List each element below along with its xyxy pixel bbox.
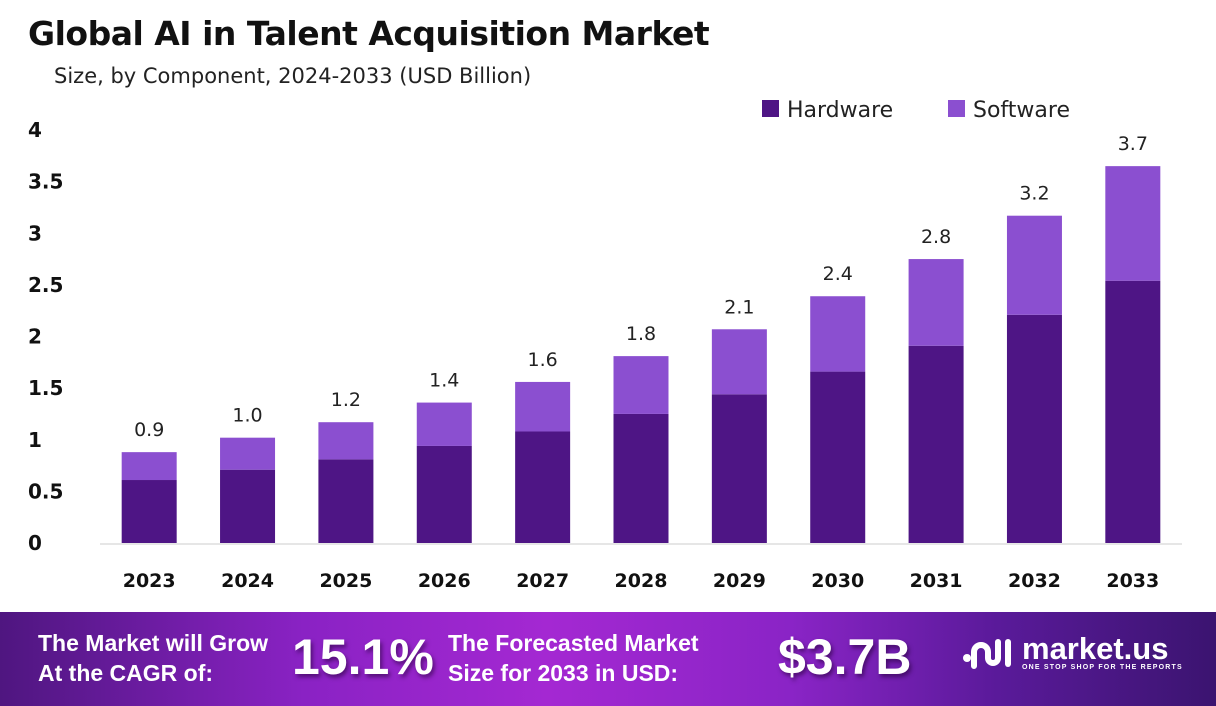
- bar-software-2032: [1006, 215, 1062, 315]
- x-tick-label: 2024: [221, 570, 274, 592]
- x-tick-label: 2032: [1008, 570, 1061, 592]
- bar-software-2033: [1105, 166, 1161, 281]
- y-tick-label: 1.5: [28, 376, 63, 400]
- summary-banner: The Market will Grow At the CAGR of: 15.…: [0, 612, 1216, 706]
- y-tick-label: 0: [28, 531, 42, 555]
- total-data-label: 1.0: [232, 405, 262, 427]
- bar-hardware-2032: [1006, 314, 1062, 543]
- x-tick-label: 2023: [123, 570, 176, 592]
- legend-swatch-software: [948, 100, 965, 117]
- forecast-label-line2: Size for 2033 in USD:: [448, 660, 679, 686]
- forecast-label: The Forecasted Market Size for 2033 in U…: [448, 628, 699, 688]
- bar-software-2031: [908, 259, 964, 346]
- x-tick-label: 2027: [516, 570, 569, 592]
- x-tick-label: 2030: [811, 570, 864, 592]
- bar-hardware-2024: [220, 469, 276, 543]
- forecast-label-line1: The Forecasted Market: [448, 630, 699, 656]
- x-tick-label: 2031: [910, 570, 963, 592]
- total-data-label: 1.2: [331, 389, 361, 411]
- x-tick-label: 2025: [319, 570, 372, 592]
- chart-subtitle: Size, by Component, 2024-2033 (USD Billi…: [54, 64, 532, 88]
- bar-hardware-2030: [810, 371, 866, 543]
- bar-software-2023: [121, 452, 177, 481]
- legend-label-hardware: Hardware: [787, 98, 893, 123]
- logo-tagline: ONE STOP SHOP FOR THE REPORTS: [1022, 664, 1183, 671]
- bar-hardware-2025: [318, 459, 374, 543]
- y-tick-label: 2.5: [28, 273, 63, 297]
- y-tick-label: 3.5: [28, 170, 63, 194]
- bar-software-2028: [613, 356, 669, 414]
- y-tick-label: 2: [28, 325, 42, 349]
- y-tick-label: 4: [28, 118, 42, 142]
- cagr-value: 15.1%: [292, 629, 434, 685]
- logo-mark-icon: [963, 638, 1011, 669]
- cagr-label-line2: At the CAGR of:: [38, 660, 214, 686]
- chart-title: Global AI in Talent Acquisition Market: [28, 14, 710, 53]
- bar-hardware-2023: [121, 480, 177, 543]
- bar-software-2027: [515, 381, 571, 432]
- total-data-label: 0.9: [134, 419, 164, 441]
- cagr-label: The Market will Grow At the CAGR of:: [38, 628, 268, 688]
- bar-hardware-2026: [416, 445, 472, 543]
- bar-hardware-2029: [711, 394, 767, 543]
- legend-label-software: Software: [973, 98, 1070, 123]
- forecast-value: $3.7B: [778, 629, 912, 685]
- total-data-label: 1.8: [626, 323, 656, 345]
- total-data-label: 2.8: [921, 226, 951, 248]
- x-tick-label: 2028: [615, 570, 668, 592]
- total-data-label: 2.1: [724, 296, 754, 318]
- bar-hardware-2027: [515, 431, 571, 543]
- bar-software-2030: [810, 296, 866, 372]
- logo-text: market.us: [1022, 631, 1169, 666]
- y-tick-label: 3: [28, 221, 42, 245]
- y-tick-label: 0.5: [28, 479, 63, 503]
- legend-swatch-hardware: [762, 100, 779, 117]
- bar-hardware-2033: [1105, 280, 1161, 543]
- y-tick-label: 1: [28, 428, 42, 452]
- bar-hardware-2028: [613, 413, 669, 543]
- total-data-label: 2.4: [823, 263, 853, 285]
- bar-software-2024: [220, 437, 276, 470]
- x-tick-label: 2026: [418, 570, 471, 592]
- total-data-label: 1.6: [528, 349, 558, 371]
- total-data-label: 3.2: [1019, 183, 1049, 205]
- x-tick-label: 2029: [713, 570, 766, 592]
- bar-software-2029: [711, 329, 767, 395]
- market-us-logo: market.us ONE STOP SHOP FOR THE REPORTS: [962, 631, 1183, 671]
- bar-hardware-2031: [908, 345, 964, 543]
- bar-software-2026: [416, 402, 472, 446]
- cagr-label-line1: The Market will Grow: [38, 630, 269, 656]
- total-data-label: 3.7: [1118, 133, 1148, 155]
- x-tick-label: 2033: [1106, 570, 1159, 592]
- stacked-bar-chart: 0 0.5 1 1.5 2 2.5 3 3.5 4 0.9 2023 1.0 2024 1.2 2025 1.…: [28, 98, 1182, 592]
- bar-software-2025: [318, 422, 374, 460]
- total-data-label: 1.4: [429, 370, 459, 392]
